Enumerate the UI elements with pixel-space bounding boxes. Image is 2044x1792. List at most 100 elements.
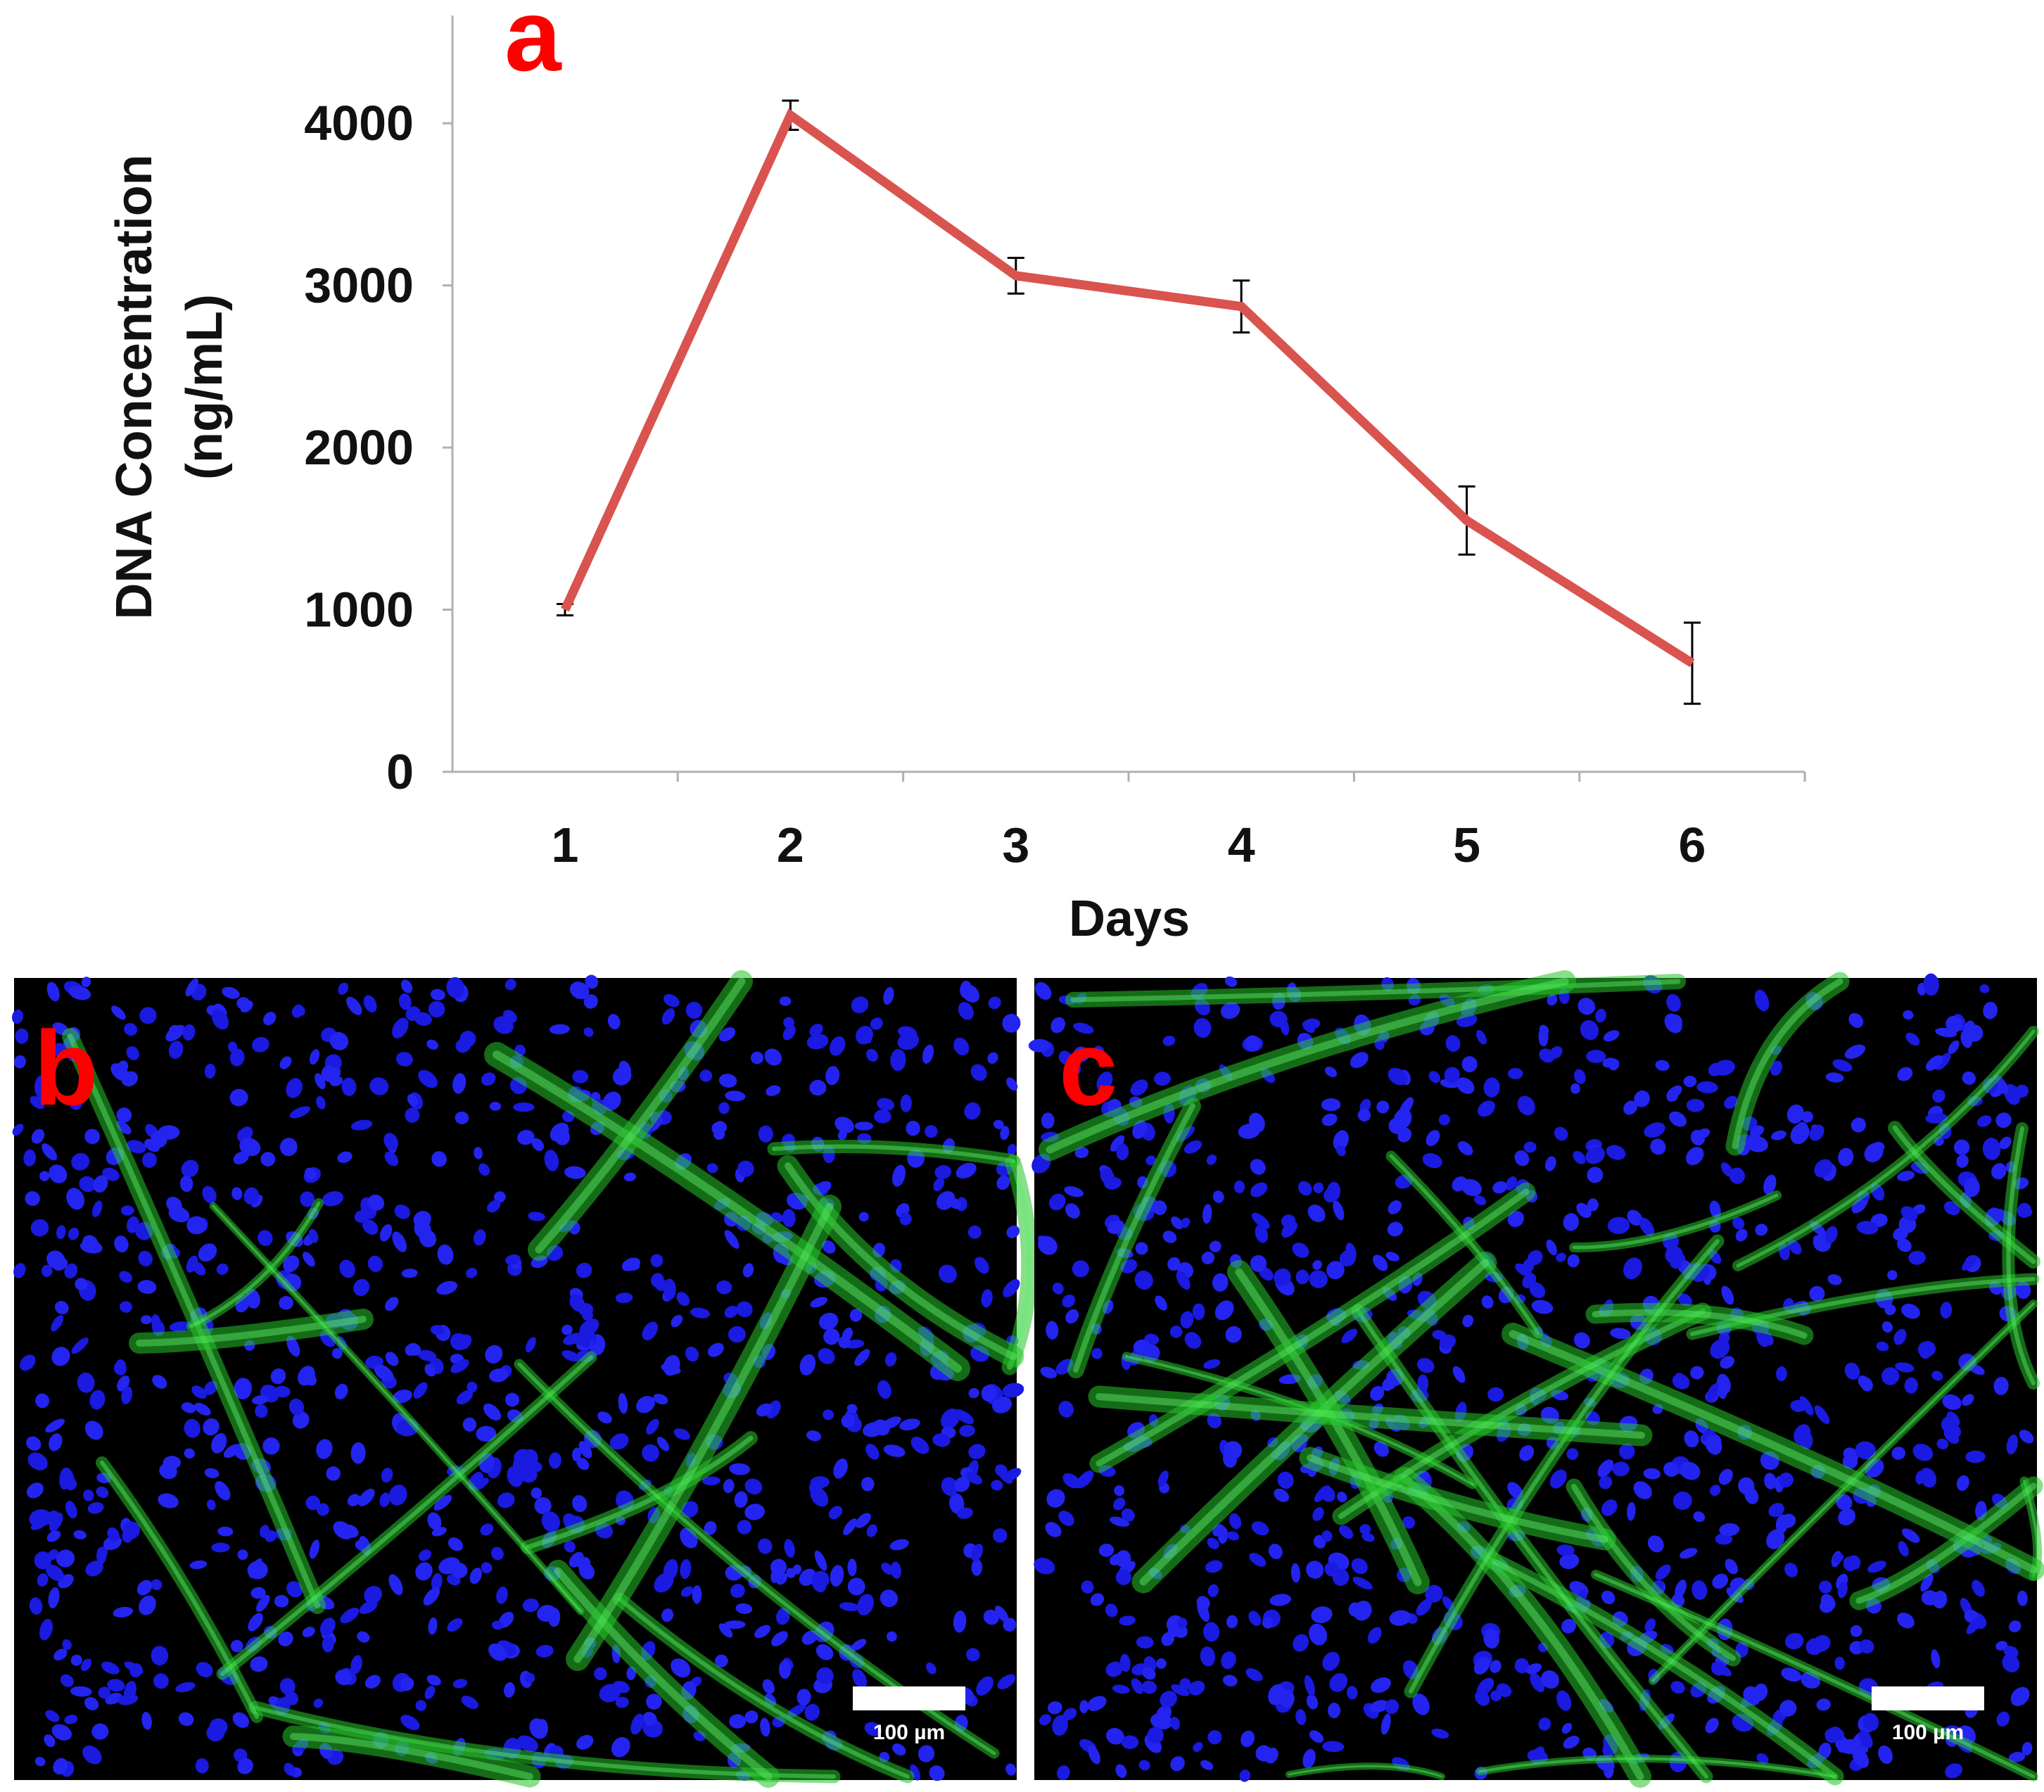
nucleus [11, 1009, 24, 1024]
nucleus [849, 1309, 863, 1322]
nucleus [1006, 1077, 1018, 1091]
nucleus [564, 1540, 576, 1553]
nucleus [881, 1416, 901, 1430]
nucleus [808, 1482, 823, 1495]
nucleus [583, 994, 598, 1009]
nucleus [1279, 1689, 1295, 1708]
nucleus [144, 1138, 160, 1152]
nucleus [1114, 1485, 1124, 1496]
nucleus [367, 1255, 383, 1272]
nucleus [685, 1346, 699, 1362]
myotube-fiber [1088, 1385, 1653, 1447]
nucleus [1816, 1698, 1831, 1711]
nucleus [87, 1501, 104, 1514]
nucleus [331, 1347, 343, 1359]
myotube-fiber-core [1409, 1239, 1720, 1693]
nucleus [1915, 1470, 1925, 1485]
nucleus [880, 1589, 899, 1608]
nucleus [30, 1219, 49, 1237]
nucleus [392, 1017, 409, 1038]
nucleus [561, 1350, 580, 1362]
nucleus [847, 1577, 865, 1596]
nucleus [1209, 1240, 1221, 1252]
nucleus [418, 1549, 431, 1561]
nucleus [897, 1032, 920, 1050]
nucleus [1801, 1111, 1813, 1123]
nucleus [779, 996, 792, 1006]
nucleus [1814, 1405, 1830, 1425]
scale-bar-b-label: 100 µm [873, 1721, 945, 1744]
nucleus [1157, 1470, 1169, 1487]
nucleus [1691, 1580, 1708, 1600]
nucleus [1983, 1001, 1998, 1019]
nucleus [1976, 1115, 1992, 1127]
nucleus [1597, 1459, 1614, 1478]
nucleus [1385, 1699, 1399, 1715]
nucleus [316, 1503, 329, 1516]
nucleus [1956, 1475, 1969, 1492]
nucleus [661, 1608, 674, 1622]
nucleus [1634, 1090, 1650, 1107]
micrograph-b-fibers [62, 970, 1038, 1788]
nucleus [158, 1493, 179, 1508]
nucleus [718, 1027, 736, 1042]
nucleus [45, 1418, 65, 1433]
nucleus [283, 1255, 300, 1273]
nucleus [1346, 1686, 1358, 1700]
myotube-fiber-core [1288, 1765, 1443, 1778]
nucleus [139, 1595, 156, 1615]
nucleus [718, 1074, 737, 1088]
nucleus [428, 1617, 438, 1635]
nucleus [34, 1551, 52, 1570]
myotube-fiber-core [785, 1162, 1017, 1360]
nucleus [830, 1036, 846, 1056]
nucleus [1561, 1722, 1573, 1734]
nucleus [1269, 1594, 1292, 1606]
x-axis [452, 770, 1806, 782]
nucleus [350, 1655, 362, 1675]
nucleus [1005, 1763, 1017, 1776]
nucleus [1891, 1447, 1905, 1460]
myotube-fiber [1591, 1570, 2038, 1781]
nucleus [1962, 1394, 1974, 1406]
nucleus [316, 1095, 326, 1110]
nucleus [1776, 1366, 1787, 1382]
nucleus [204, 1468, 220, 1479]
nucleus [1184, 1332, 1202, 1349]
myotube-fiber [1131, 1251, 1497, 1594]
nucleus [730, 1584, 745, 1599]
y-tick-label: 0 [386, 744, 414, 799]
nucleus [1712, 1573, 1729, 1589]
nucleus [504, 1682, 515, 1698]
nucleus [1207, 1537, 1219, 1549]
nucleus [56, 1549, 75, 1568]
nucleus [1292, 1243, 1309, 1258]
nucleus [1161, 1632, 1174, 1646]
nucleus [823, 1328, 840, 1345]
myotube-fiber [528, 970, 753, 1261]
nucleus [1677, 1293, 1693, 1307]
nucleus [1065, 1309, 1079, 1324]
y-axis-title-line-1: DNA Concentration [106, 154, 163, 619]
nucleus [806, 1430, 822, 1442]
nucleus [1517, 1095, 1535, 1116]
nucleus [825, 1066, 840, 1086]
nucleus [322, 1191, 344, 1207]
scale-bar-c [1872, 1686, 1984, 1710]
nucleus [707, 1342, 724, 1357]
series-line-path [561, 108, 1695, 668]
nucleus [1507, 1482, 1523, 1499]
nucleus [203, 1418, 220, 1436]
nucleus [507, 1466, 523, 1487]
nucleus [401, 979, 413, 993]
nucleus [476, 1425, 497, 1442]
nucleus [1999, 1136, 2012, 1150]
nucleus [62, 1639, 72, 1651]
nucleus [182, 1024, 196, 1041]
nucleus [466, 1381, 478, 1393]
nucleus [81, 977, 91, 988]
nucleus [1171, 1684, 1190, 1696]
nucleus [168, 1024, 181, 1037]
nucleus [1904, 1377, 1919, 1394]
nucleus [19, 1354, 36, 1371]
